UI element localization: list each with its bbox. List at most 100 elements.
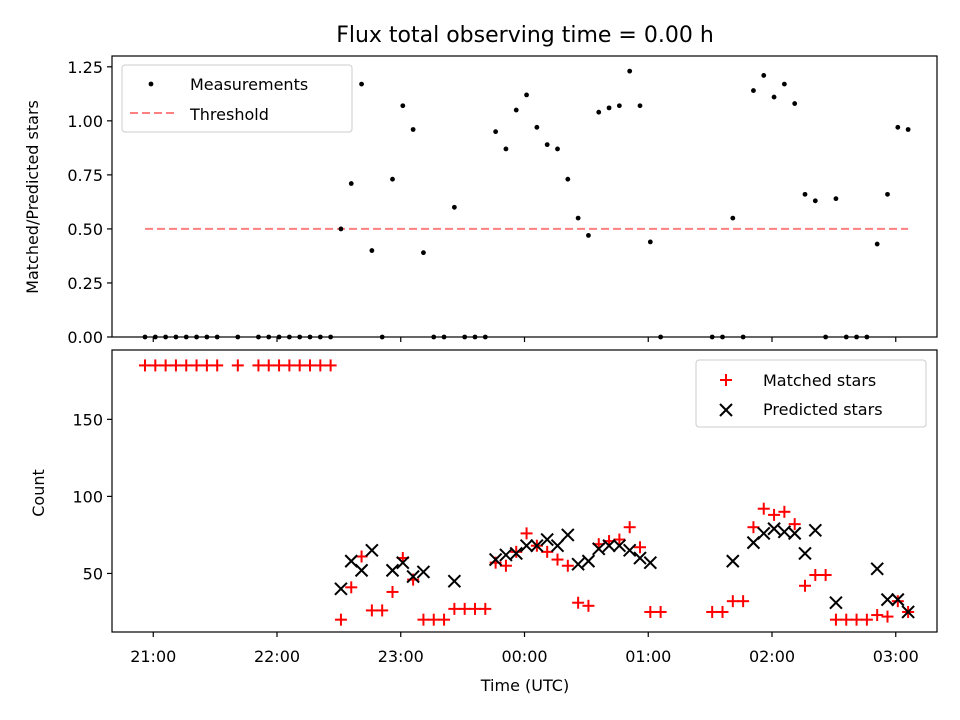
predicted-star-stroke <box>767 522 781 536</box>
measurement-point <box>575 215 581 221</box>
chart-title: Flux total observing time = 0.00 h <box>336 23 714 48</box>
matched-star-point <box>871 609 884 622</box>
matched-star-point <box>778 505 791 518</box>
matched-star-point <box>376 604 389 617</box>
matched-star-point <box>252 359 265 372</box>
measurement-point <box>616 103 622 109</box>
measurement-point <box>905 127 911 132</box>
matched-star-point <box>551 553 564 566</box>
matched-star-point <box>211 359 224 372</box>
predicted-star-point <box>406 569 420 584</box>
count-y-ticks: 50 100 150 <box>72 410 112 583</box>
matched-star-point <box>623 521 636 534</box>
matched-star-point <box>334 613 347 626</box>
matched-star-point <box>273 359 286 372</box>
predicted-star-point <box>726 554 740 568</box>
predicted-star-stroke <box>891 592 905 607</box>
predicted-star-point <box>550 538 565 553</box>
measurement-point <box>586 233 591 238</box>
predicted-star-point <box>622 543 637 558</box>
matched-star-point <box>469 602 481 615</box>
measurement-point <box>751 88 756 93</box>
predicted-star-point <box>633 551 647 565</box>
predicted-star-stroke <box>612 538 627 553</box>
predicted-star-stroke <box>385 563 400 578</box>
predicted-star-stroke <box>643 555 658 570</box>
matched-star-point <box>881 610 894 623</box>
predicted-star-point <box>767 522 781 536</box>
matched-star-point <box>190 359 203 372</box>
measurement-point <box>833 196 839 202</box>
predicted-star-stroke <box>365 543 379 558</box>
measurement-point <box>730 215 736 221</box>
predicted-star-stroke <box>808 523 823 538</box>
matched-star-point <box>159 359 172 372</box>
legend-matched-label: Matched stars <box>763 371 876 390</box>
predicted-star-stroke <box>880 592 895 607</box>
matched-star-point <box>716 605 729 618</box>
predicted-star-stroke <box>561 528 575 542</box>
measurement-point <box>348 181 354 186</box>
ratio-y-ticks: 0.00 0.25 0.50 0.75 1.00 1.25 <box>67 58 112 347</box>
matched-star-point <box>139 359 151 372</box>
measurement-point <box>524 92 529 98</box>
predicted-star-stroke <box>530 538 544 553</box>
matched-star-point <box>726 595 739 608</box>
matched-star-point <box>850 613 863 626</box>
predicted-star-point <box>447 574 462 588</box>
measurement-point <box>338 226 344 232</box>
ratio-y-tick-label: 1.00 <box>67 112 103 131</box>
matched-star-point <box>582 599 595 612</box>
measurement-point <box>792 101 798 106</box>
measurement-point <box>534 124 540 130</box>
predicted-star-point <box>396 555 410 570</box>
predicted-star-stroke <box>592 542 606 556</box>
matched-star-point <box>809 568 822 581</box>
matched-star-point <box>314 359 327 372</box>
count-panel: 50 100 150 21:00 22:00 23:00 00:00 01:00 02:00 0… <box>29 349 938 695</box>
count-marks <box>139 359 915 626</box>
measurement-point <box>555 146 560 152</box>
predicted-star-stroke <box>354 563 369 578</box>
measurement-point <box>781 81 787 87</box>
predicted-star-stroke <box>447 574 462 588</box>
x-tick-label: 00:00 <box>501 647 547 666</box>
count-y-tick-label: 100 <box>72 487 103 506</box>
legend-matched-marker <box>720 374 732 386</box>
predicted-star-stroke <box>416 565 431 579</box>
predicted-star-stroke <box>396 555 410 570</box>
ratio-y-tick-label: 1.25 <box>67 58 103 77</box>
measurement-point <box>761 73 767 78</box>
measurement-point <box>493 129 499 135</box>
matched-star-point <box>200 359 213 372</box>
ratio-marks <box>142 68 911 340</box>
count-y-tick-label: 150 <box>72 410 103 429</box>
matched-star-point <box>829 613 842 626</box>
measurement-point <box>410 127 416 132</box>
matched-star-point <box>365 604 378 617</box>
matched-star-point <box>634 541 646 554</box>
matched-star-point <box>788 518 801 531</box>
measurement-point <box>812 198 818 204</box>
matched-star-point <box>737 595 750 608</box>
matched-star-point <box>283 359 296 372</box>
predicted-star-point <box>880 592 895 607</box>
predicted-star-point <box>592 542 606 556</box>
measurement-point <box>544 142 550 148</box>
predicted-star-stroke <box>829 596 843 610</box>
predicted-star-point <box>571 557 585 571</box>
matched-star-point <box>458 602 471 615</box>
matched-star-point <box>355 550 368 563</box>
matched-star-point <box>654 605 667 618</box>
measurement-point <box>359 81 364 87</box>
predicted-star-point <box>530 538 544 553</box>
measurement-point <box>451 204 457 210</box>
predicted-star-stroke <box>633 551 647 565</box>
predicted-star-point <box>540 532 554 547</box>
predicted-star-point <box>519 538 534 553</box>
predicted-star-stroke <box>509 546 523 561</box>
measurement-point <box>400 103 406 109</box>
predicted-star-point <box>808 523 823 538</box>
matched-star-point <box>706 605 719 618</box>
